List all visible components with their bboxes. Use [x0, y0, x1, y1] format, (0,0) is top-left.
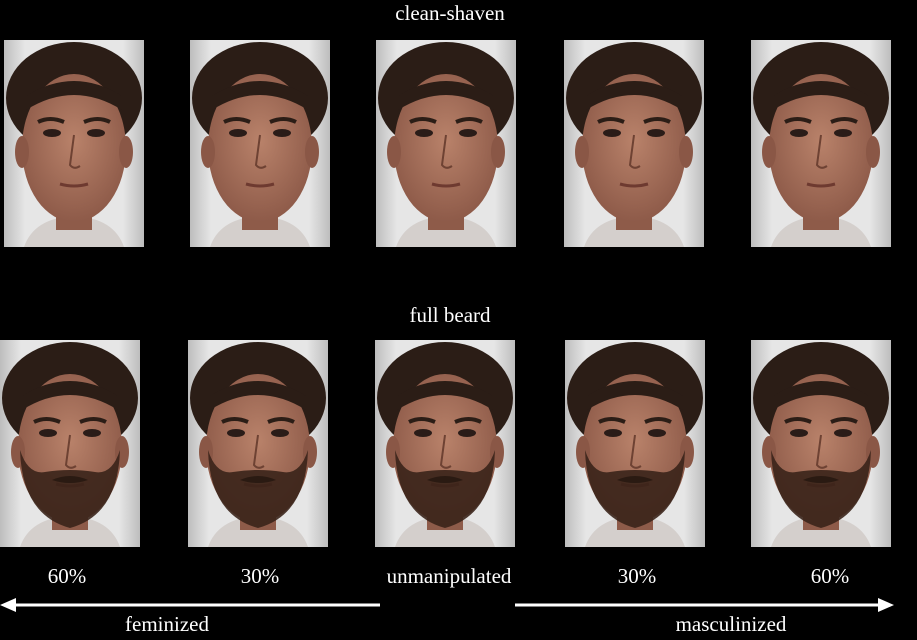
face-image — [562, 38, 706, 249]
beard-row — [0, 338, 893, 549]
column-label: 60% — [811, 564, 850, 588]
face-image — [2, 38, 146, 249]
face-image — [188, 38, 332, 249]
row-label: clean-shaven — [395, 1, 505, 25]
column-label: 30% — [241, 564, 280, 588]
face-image — [749, 38, 893, 249]
arrow-label: masculinized — [676, 612, 787, 636]
column-label: 60% — [48, 564, 87, 588]
arrow-head — [0, 598, 16, 612]
row-label: full beard — [409, 303, 491, 327]
arrow-label: feminized — [125, 612, 209, 636]
arrow-head — [878, 598, 894, 612]
face-image — [374, 38, 518, 249]
column-label: unmanipulated — [387, 564, 512, 588]
column-label: 30% — [618, 564, 657, 588]
